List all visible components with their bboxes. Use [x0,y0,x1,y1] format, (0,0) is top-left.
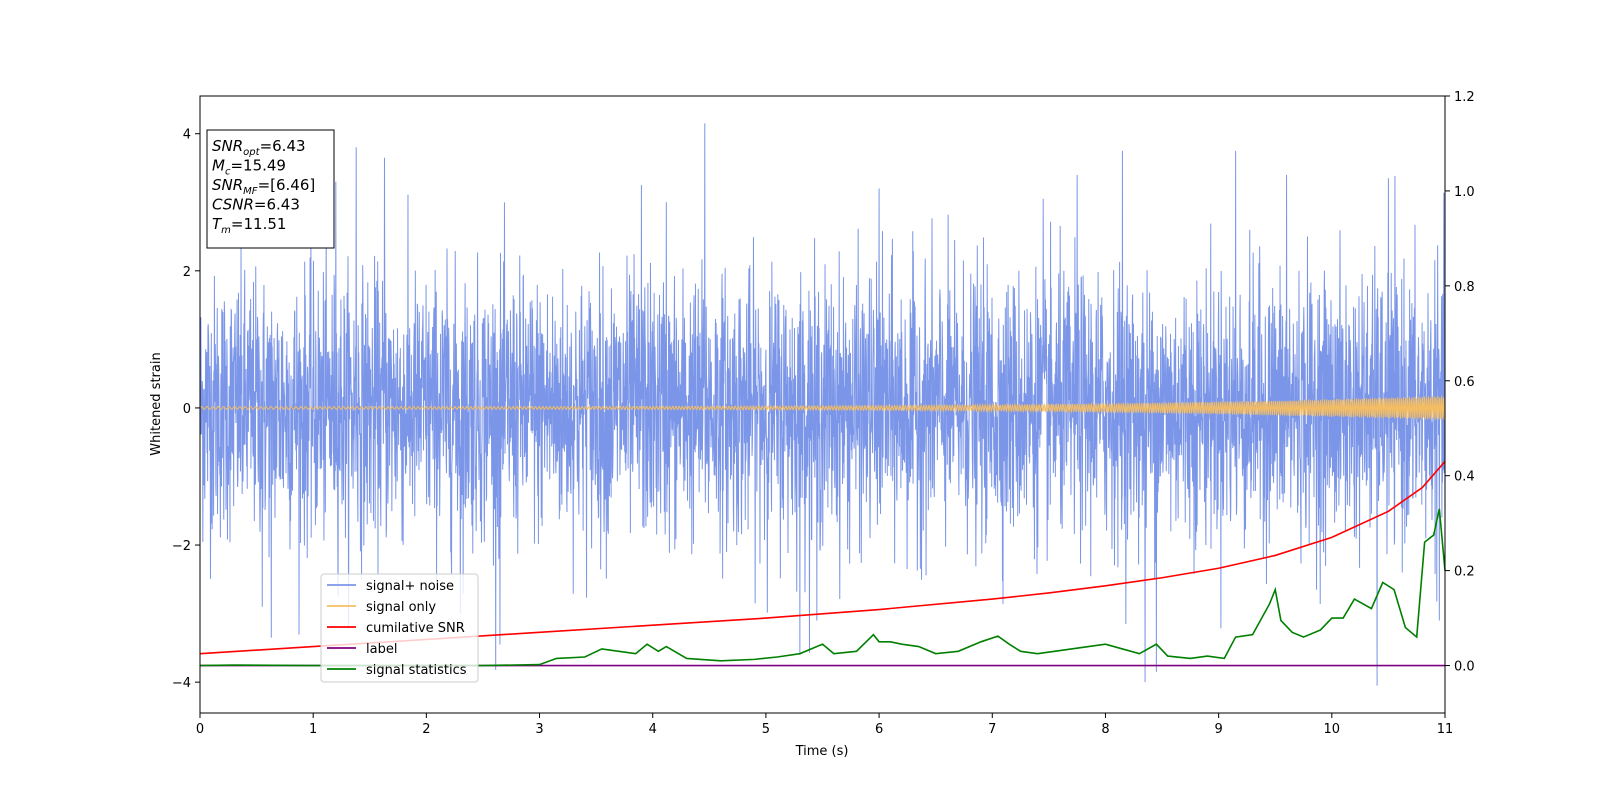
y-left-tick-label: 0 [183,402,191,417]
legend-label: label [366,642,397,657]
y-right-tick-label: 1.0 [1454,185,1475,200]
legend-label: signal only [366,600,436,615]
y-left-tick-label: −2 [172,539,191,554]
x-axis-label: Time (s) [795,744,849,759]
x-tick-label: 5 [762,722,770,737]
y-axis-right: 0.0 0.2 0.4 0.6 0.8 1.0 1.2 [1445,90,1475,675]
y-axis-label: Whitened strain [149,352,164,455]
y-right-tick-label: 1.2 [1454,90,1475,105]
series-signal-statistics-line [199,508,1446,667]
series-cumulative-snr-line [199,460,1446,655]
x-tick-label: 1 [309,722,317,737]
y-axis-left: −4 −2 0 2 4 [172,128,200,691]
x-tick-label: 0 [196,722,204,737]
x-tick-label: 8 [1101,722,1109,737]
axes-frame [199,95,1446,714]
y-right-tick-label: 0.4 [1454,470,1475,485]
x-tick-label: 7 [988,722,996,737]
x-tick-label: 6 [875,722,883,737]
y-left-tick-label: 4 [183,128,191,143]
legend: signal+ noise signal only cumilative SNR la… [320,573,479,683]
x-tick-label: 3 [535,722,543,737]
annotation-line: Tm=11.51 [212,215,286,236]
annotation-box: SNRopt=6.43Mc=15.49SNRMF=[6.46]CSNR=6.43… [206,129,335,249]
y-right-tick-label: 0.2 [1454,565,1475,580]
x-tick-label: 2 [422,722,430,737]
annotation-line: SNRopt=6.43 [212,137,306,158]
annotation-line: Mc=15.49 [212,157,286,178]
legend-label: signal statistics [366,663,467,678]
y-left-tick-label: −4 [172,676,191,691]
series-signal-only-line [199,395,1446,421]
annotation-line: SNRMF=[6.46] [212,176,315,197]
y-right-tick-label: 0.6 [1454,375,1475,390]
legend-label: signal+ noise [366,579,454,594]
x-tick-label: 4 [649,722,657,737]
x-tick-label: 11 [1437,722,1454,737]
y-right-tick-label: 0.8 [1454,280,1475,295]
x-tick-label: 10 [1324,722,1341,737]
legend-label: cumilative SNR [366,621,465,636]
y-left-tick-label: 2 [183,265,191,280]
x-axis: 0 1 2 3 4 5 6 7 8 9 10 11 [196,713,1453,737]
annotation-line: CSNR=6.43 [212,196,300,214]
y-right-tick-label: 0.0 [1454,660,1475,675]
x-tick-label: 9 [1214,722,1222,737]
